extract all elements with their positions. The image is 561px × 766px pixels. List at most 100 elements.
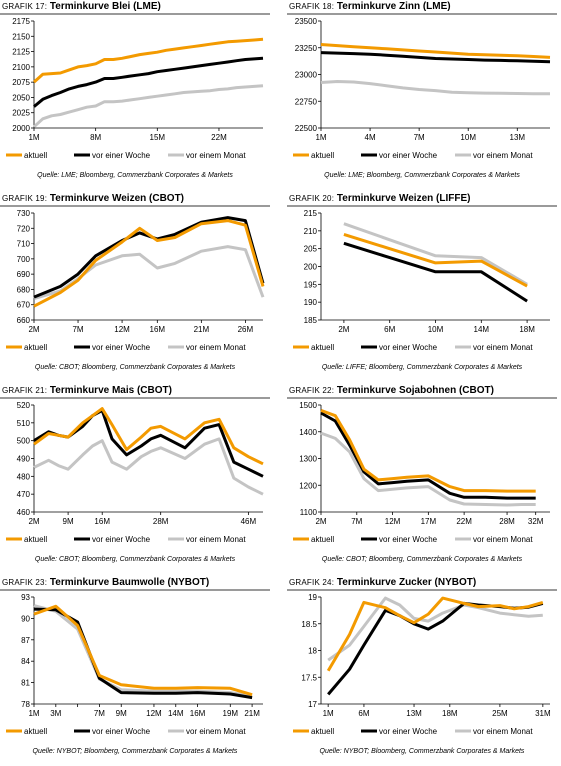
x-tick-label: 1M xyxy=(315,133,326,142)
y-tick-label: 2025 xyxy=(12,109,30,118)
chart-heading: Terminkurve Baumwolle (NYBOT) xyxy=(49,577,210,588)
x-tick-label: 6M xyxy=(358,709,369,718)
x-tick-label: 14M xyxy=(474,325,490,334)
chart-source: Quelle: LME; Bloomberg, Commerzbank Corp… xyxy=(324,172,520,179)
x-tick-label: 4M xyxy=(365,133,376,142)
legend-label: vor einer Woche xyxy=(92,343,151,352)
x-tick-label: 8M xyxy=(90,133,101,142)
wheat-liffe-forward-curve-chart: 185 190 195 200 205 210 215 2M 6M 10M 14M 18M aktuel… xyxy=(293,209,550,352)
x-tick-label: 1M xyxy=(323,709,334,718)
series-line-vor-einem-monat xyxy=(343,222,528,286)
x-tick-label: 22M xyxy=(456,517,472,526)
chart-number: Grafik 18: xyxy=(289,2,335,11)
y-tick-label: 93 xyxy=(21,593,30,602)
title-rule xyxy=(287,589,557,591)
series-line-aktuell xyxy=(343,232,528,288)
y-tick-label: 84 xyxy=(21,657,30,666)
y-tick-label: 190 xyxy=(304,298,318,307)
x-tick-label: 13M xyxy=(406,709,422,718)
legend-label: vor einer Woche xyxy=(379,535,438,544)
soybeans-forward-curve-chart: 1100 1200 1300 1400 1500 2M 7M 12M 17M 22M 28M 32M a… xyxy=(293,401,550,544)
legend-label: vor einem Monat xyxy=(473,535,533,544)
x-tick-label: 25M xyxy=(492,709,508,718)
x-tick-label: 28M xyxy=(499,517,515,526)
series-line-aktuell xyxy=(33,407,264,466)
chart-source: Quelle: CBOT; Bloomberg, Commerzbank Cor… xyxy=(321,556,523,563)
x-tick-label: 16M xyxy=(150,325,166,334)
legend-label: vor einem Monat xyxy=(473,727,533,736)
legend-label: vor einer Woche xyxy=(92,151,151,160)
chart-panel-sugar: Grafik 24: Terminkurve Zucker (NYBOT) 17… xyxy=(287,576,557,766)
title-rule xyxy=(287,13,557,15)
y-tick-label: 730 xyxy=(17,209,31,218)
chart-title: Grafik 22: Terminkurve Sojabohnen (CBOT) xyxy=(289,385,494,396)
chart-heading: Terminkurve Zinn (LME) xyxy=(336,1,451,12)
y-tick-label: 490 xyxy=(17,455,31,464)
y-tick-label: 710 xyxy=(17,240,31,249)
series-line-aktuell xyxy=(320,408,536,493)
chart-title: Grafik 17: Terminkurve Blei (LME) xyxy=(2,1,161,12)
chart-panel-wheat-liffe: Grafik 20: Terminkurve Weizen (LIFFE) 18… xyxy=(287,192,557,382)
chart-heading: Terminkurve Blei (LME) xyxy=(49,1,161,12)
y-tick-label: 87 xyxy=(21,636,30,645)
legend-label: vor einem Monat xyxy=(186,535,246,544)
x-tick-label: 15M xyxy=(150,133,166,142)
y-tick-label: 19 xyxy=(308,593,317,602)
legend-label: vor einer Woche xyxy=(92,535,151,544)
chart-heading: Terminkurve Weizen (CBOT) xyxy=(49,193,185,204)
chart-panel-cotton: Grafik 23: Terminkurve Baumwolle (NYBOT)… xyxy=(0,576,270,766)
y-tick-label: 670 xyxy=(17,301,31,310)
y-tick-label: 17.5 xyxy=(301,673,317,682)
x-tick-label: 3M xyxy=(50,709,61,718)
y-tick-label: 720 xyxy=(17,224,31,233)
series-line-vor-einem-monat xyxy=(33,437,264,496)
series-line-aktuell xyxy=(33,219,265,308)
x-tick-label: 28M xyxy=(153,517,169,526)
x-tick-label: 21M xyxy=(194,325,210,334)
y-tick-label: 200 xyxy=(304,263,318,272)
y-tick-label: 2100 xyxy=(12,63,30,72)
y-tick-label: 205 xyxy=(304,245,318,254)
chart-number: Grafik 23: xyxy=(2,578,48,587)
series-line-vor-einer-woche xyxy=(320,51,551,64)
x-tick-label: 16M xyxy=(94,517,110,526)
y-tick-label: 480 xyxy=(17,472,31,481)
lead-forward-curve-chart: 2000 2025 2050 2075 2100 2125 2150 2175 1M 8M 15M 2… xyxy=(6,17,264,160)
legend-label: aktuell xyxy=(311,151,334,160)
chart-panel-wheat-cbot: Grafik 19: Terminkurve Weizen (CBOT) 660… xyxy=(0,192,270,382)
y-tick-label: 18.5 xyxy=(301,620,317,629)
x-tick-label: 12M xyxy=(146,709,162,718)
chart-number: Grafik 22: xyxy=(289,386,335,395)
chart-panel-lead: Grafik 17: Terminkurve Blei (LME) 2000 20… xyxy=(0,0,270,190)
legend-label: aktuell xyxy=(311,727,334,736)
sugar-forward-curve-chart: 17 17.5 18 18.5 19 1M 6M 13M 18M 25M 31M aktuell vor… xyxy=(293,593,551,736)
y-tick-label: 195 xyxy=(304,280,318,289)
x-tick-label: 32M xyxy=(528,517,544,526)
x-tick-label: 7M xyxy=(94,709,105,718)
series-line-vor-einem-monat xyxy=(320,80,550,96)
y-tick-label: 18 xyxy=(308,647,317,656)
y-tick-label: 210 xyxy=(304,227,318,236)
chart-heading: Terminkurve Zucker (NYBOT) xyxy=(336,577,477,588)
series-line-vor-einem-monat xyxy=(320,431,536,507)
y-tick-label: 2175 xyxy=(12,17,30,26)
x-tick-label: 9M xyxy=(116,709,127,718)
x-tick-label: 21M xyxy=(244,709,260,718)
x-tick-label: 2M xyxy=(28,325,39,334)
x-tick-label: 10M xyxy=(460,133,476,142)
series-line-vor-einer-woche xyxy=(320,411,536,500)
x-tick-label: 18M xyxy=(442,709,458,718)
legend-label: aktuell xyxy=(311,535,334,544)
y-tick-label: 510 xyxy=(17,419,31,428)
wheat-cbot-forward-curve-chart: 660 670 680 690 700 710 720 730 2M 7M 12M 16M 21M 26M… xyxy=(6,209,265,352)
y-tick-label: 2050 xyxy=(12,93,30,102)
series-line-vor-einem-monat xyxy=(33,604,253,698)
legend-label: vor einem Monat xyxy=(186,151,246,160)
y-tick-label: 700 xyxy=(17,255,31,264)
chart-panel-corn: Grafik 21: Terminkurve Mais (CBOT) 460 47… xyxy=(0,384,270,574)
legend-label: vor einer Woche xyxy=(379,727,438,736)
x-tick-label: 7M xyxy=(414,133,425,142)
chart-source: Quelle: LIFFE; Bloomberg, Commerzbank Co… xyxy=(321,364,523,371)
x-tick-label: 18M xyxy=(519,325,535,334)
x-tick-label: 16M xyxy=(190,709,206,718)
